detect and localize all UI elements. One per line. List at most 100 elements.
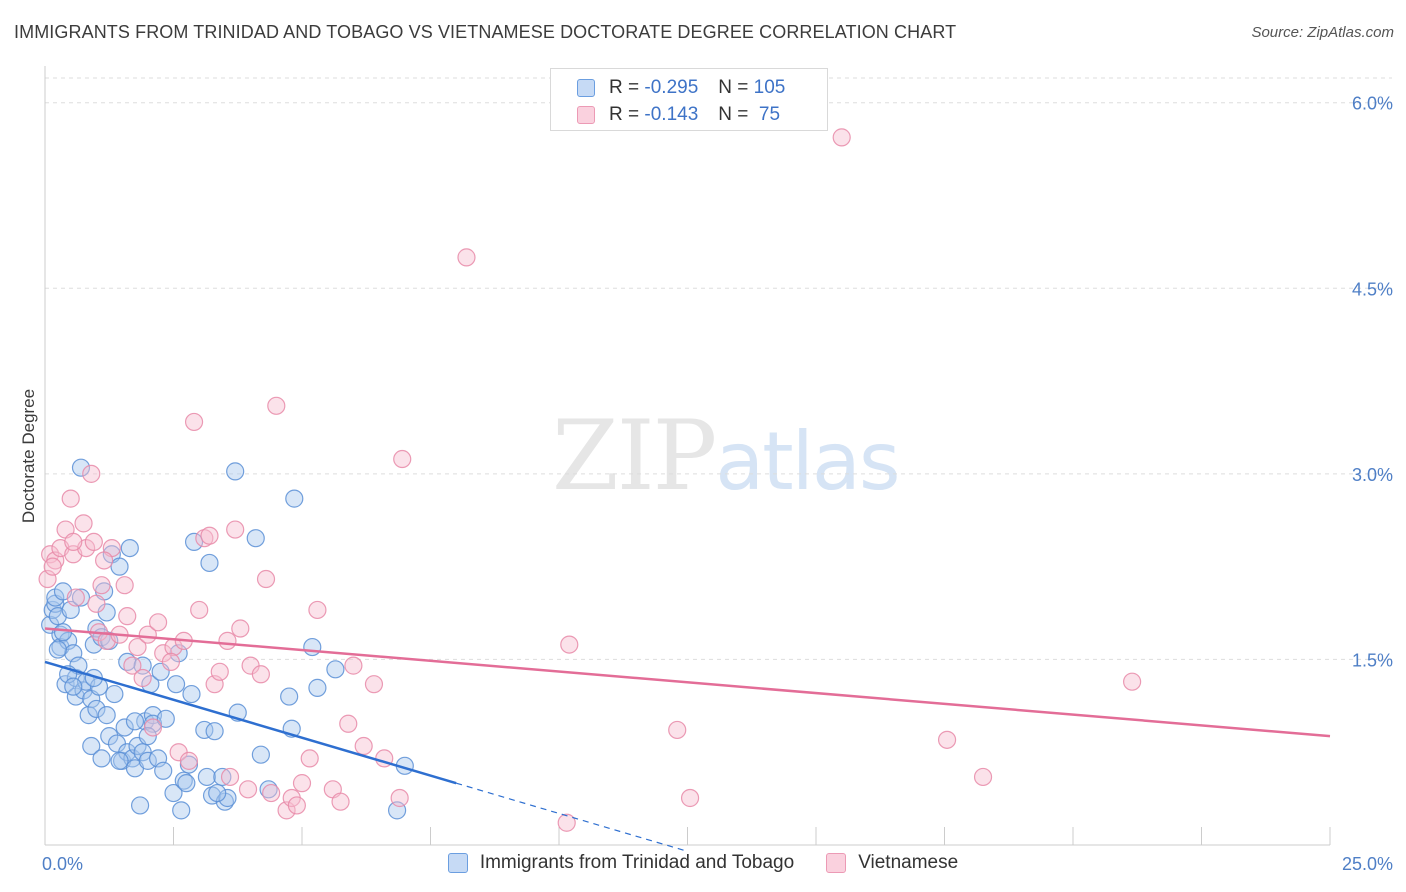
vietnamese-point	[231, 619, 250, 638]
trinidad-point	[172, 801, 191, 820]
vietnamese-point	[267, 396, 286, 415]
legend-swatch-blue	[447, 853, 468, 873]
vietnamese-trend-line	[44, 627, 1331, 738]
trinidad-point	[92, 749, 111, 768]
vietnamese-point	[220, 767, 240, 787]
vietnamese-point	[1123, 672, 1142, 691]
vietnamese-point	[74, 514, 93, 533]
vietnamese-point	[61, 489, 80, 508]
trinidad-point	[174, 771, 193, 790]
trinidad-point	[87, 699, 106, 719]
vietnamese-point	[393, 449, 412, 469]
watermark-atlas: atlas	[715, 415, 900, 508]
y-tick-label: 1.5%	[1352, 650, 1393, 670]
trinidad-point	[125, 712, 145, 731]
trinidad-point	[138, 727, 157, 746]
trinidad-point	[164, 783, 183, 803]
trinidad-point	[130, 796, 150, 815]
trinidad-trend-line	[44, 660, 457, 785]
vietnamese-point	[218, 631, 237, 650]
vietnamese-point	[161, 652, 181, 672]
legend-row-trinidad: R = -0.295 N = 105	[577, 76, 785, 100]
vietnamese-point	[87, 594, 106, 613]
trinidad-point	[308, 678, 327, 697]
trinidad-point	[71, 458, 91, 477]
trinidad-point	[280, 687, 299, 706]
vietnamese-point	[226, 520, 245, 539]
trend-lines	[44, 627, 1331, 852]
x-tick-label: 0.0%	[42, 854, 83, 874]
axes	[44, 66, 1331, 846]
source-label: Source: ZipAtlas.com	[1251, 24, 1394, 41]
trinidad-point	[133, 656, 152, 675]
trinidad-point	[166, 675, 186, 694]
trinidad-point	[197, 767, 217, 787]
vietnamese-point	[937, 730, 957, 749]
trinidad-point	[326, 660, 345, 679]
y-tick-label: 6.0%	[1352, 94, 1393, 114]
legend-r-label: R =	[609, 77, 640, 98]
trinidad-point	[177, 774, 196, 793]
vietnamese-point	[557, 813, 576, 832]
vietnamese-point	[354, 736, 373, 756]
vietnamese-point	[210, 662, 229, 681]
trinidad-point	[218, 788, 237, 808]
vietnamese-point	[115, 576, 134, 595]
trinidad-point	[110, 557, 129, 576]
y-axis-label: Doctorate Degree	[19, 389, 38, 523]
trinidad-point	[110, 751, 129, 770]
vietnamese-point	[82, 464, 101, 483]
trinidad-point	[182, 684, 201, 704]
vietnamese-point	[300, 749, 319, 768]
vietnamese-point	[331, 792, 350, 811]
vietnamese-point	[560, 635, 579, 654]
trinidad-point	[205, 722, 224, 741]
vietnamese-point	[680, 788, 700, 808]
trinidad-point	[105, 684, 124, 704]
vietnamese-point	[256, 569, 276, 589]
vietnamese-point	[148, 613, 168, 632]
trinidad-point	[226, 462, 245, 481]
trinidad-point	[251, 745, 270, 764]
vietnamese-point	[95, 551, 114, 570]
vietnamese-point	[364, 675, 384, 694]
trinidad-point	[48, 640, 67, 659]
trinidad-point	[115, 718, 134, 737]
vietnamese-point	[339, 714, 358, 733]
vietnamese-point	[184, 412, 204, 432]
series-legend: Immigrants from Trinidad and Tobago Viet…	[0, 852, 1406, 874]
trinidad-point	[156, 709, 175, 728]
legend-n-label: N =	[718, 77, 749, 98]
vietnamese-point	[390, 788, 409, 808]
gridlines	[45, 77, 1392, 660]
x-tick-label: 25.0%	[1342, 854, 1393, 874]
vietnamese-point	[43, 557, 62, 576]
trinidad-point	[184, 532, 204, 552]
trinidad-point	[213, 767, 232, 787]
trinidad-point	[53, 623, 73, 642]
series-vietnamese-points	[38, 128, 1142, 832]
trinidad-point	[246, 529, 265, 548]
vietnamese-point	[308, 600, 327, 620]
series-trinidad-points	[41, 458, 414, 820]
legend-n-label: N =	[718, 104, 749, 125]
vietnamese-point	[251, 665, 270, 684]
watermark: ZIPatlas	[552, 400, 901, 512]
vietnamese-point	[92, 576, 111, 595]
legend-n-value: 75	[753, 104, 781, 125]
legend-n-value: 105	[753, 77, 786, 98]
y-tick-label: 3.0%	[1352, 465, 1393, 485]
trinidad-point	[82, 736, 101, 756]
vietnamese-point	[832, 128, 851, 147]
vietnamese-point	[118, 607, 137, 626]
vietnamese-point	[238, 780, 258, 799]
trinidad-point	[97, 706, 116, 725]
trinidad-point	[120, 538, 139, 558]
trinidad-point	[64, 677, 83, 696]
vietnamese-point	[200, 526, 219, 545]
trinidad-point	[133, 743, 152, 762]
trinidad-trend-extension	[456, 782, 688, 852]
vietnamese-point	[66, 588, 85, 607]
legend-label-vietnamese: Vietnamese	[858, 852, 959, 873]
trinidad-point	[303, 637, 322, 657]
